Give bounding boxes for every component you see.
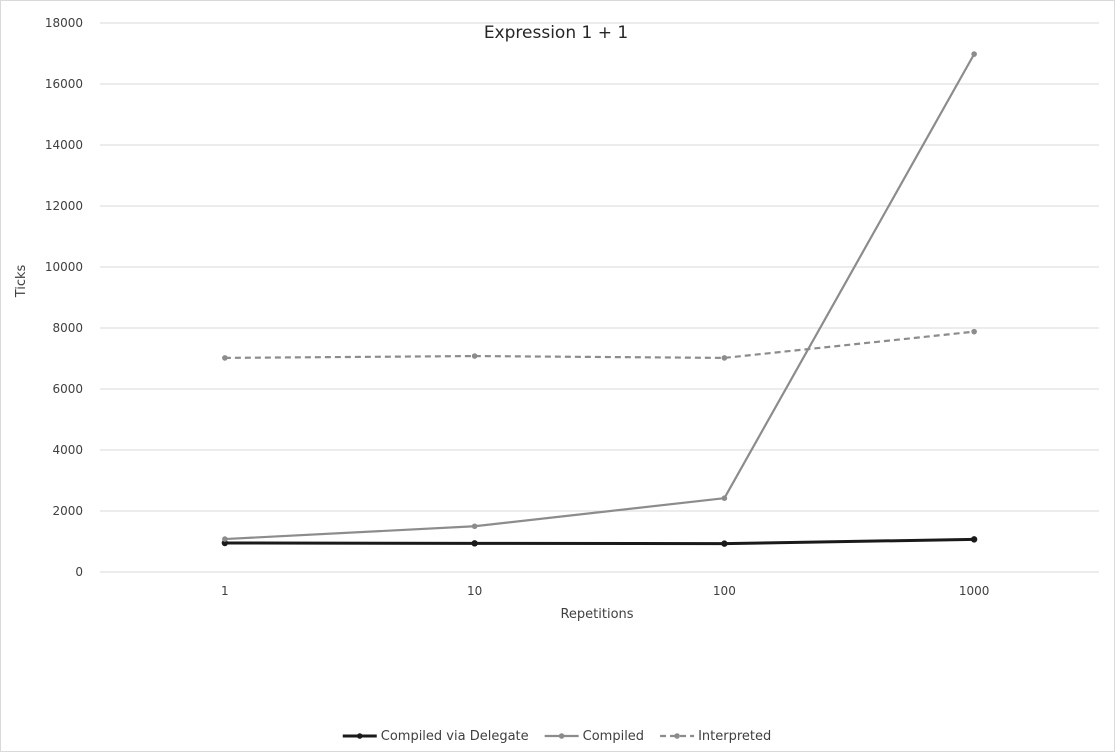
legend-item: Compiled via Delegate: [342, 729, 529, 744]
data-point: [970, 536, 978, 543]
data-point: [721, 495, 728, 501]
legend-swatch-marker: [356, 733, 363, 739]
data-point: [971, 328, 977, 335]
series-interpreted: [222, 328, 977, 361]
series-line: [224, 537, 975, 546]
y-tick-label: 0: [75, 565, 83, 579]
x-tick-label: 10: [467, 584, 482, 598]
legend-swatch-marker: [674, 733, 680, 739]
data-point: [721, 540, 728, 547]
y-tick-labels: 0 2000 4000 6000 8000 10000 12000 14000 16000 180…: [45, 16, 83, 579]
y-tick-label: 16000: [45, 77, 83, 91]
series-compiled: [222, 51, 977, 542]
legend-swatch-marker: [558, 733, 565, 739]
x-tick-label: 1000: [959, 584, 990, 598]
y-tick-label: 14000: [45, 138, 83, 152]
data-point: [471, 353, 478, 359]
chart-title: Expression 1 + 1: [484, 23, 628, 43]
x-tick-label: 100: [713, 584, 736, 598]
data-point: [471, 523, 478, 530]
y-tick-label: 4000: [52, 443, 83, 457]
y-tick-label: 6000: [52, 382, 83, 396]
legend-label: Interpreted: [698, 729, 771, 744]
x-axis-title: Repetitions: [560, 607, 633, 622]
data-point: [471, 540, 478, 547]
data-point: [721, 355, 728, 361]
data-point: [221, 539, 229, 547]
y-tick-label: 8000: [52, 321, 83, 335]
x-tick-labels: 1 10 100 1000: [221, 584, 989, 598]
data-point: [222, 355, 228, 361]
legend-label: Compiled via Delegate: [381, 729, 529, 744]
legend-label: Compiled: [583, 729, 644, 744]
y-tick-label: 18000: [45, 16, 83, 30]
legend: Compiled via Delegate Compiled Interpreted: [342, 729, 771, 744]
legend-item: Interpreted: [660, 729, 771, 744]
series-compiled-via-delegate: [221, 536, 978, 547]
series-line: [224, 53, 976, 541]
gridlines: [100, 22, 1099, 573]
y-tick-label: 10000: [45, 260, 83, 274]
data-point: [222, 536, 228, 542]
y-axis-title: Ticks: [14, 264, 29, 298]
legend-item: Compiled: [544, 729, 644, 744]
data-point: [971, 51, 977, 57]
y-tick-label: 12000: [45, 199, 83, 213]
series-line: [224, 330, 975, 359]
x-tick-label: 1: [221, 584, 229, 598]
series-lines: [221, 51, 978, 547]
y-tick-label: 2000: [52, 504, 83, 518]
